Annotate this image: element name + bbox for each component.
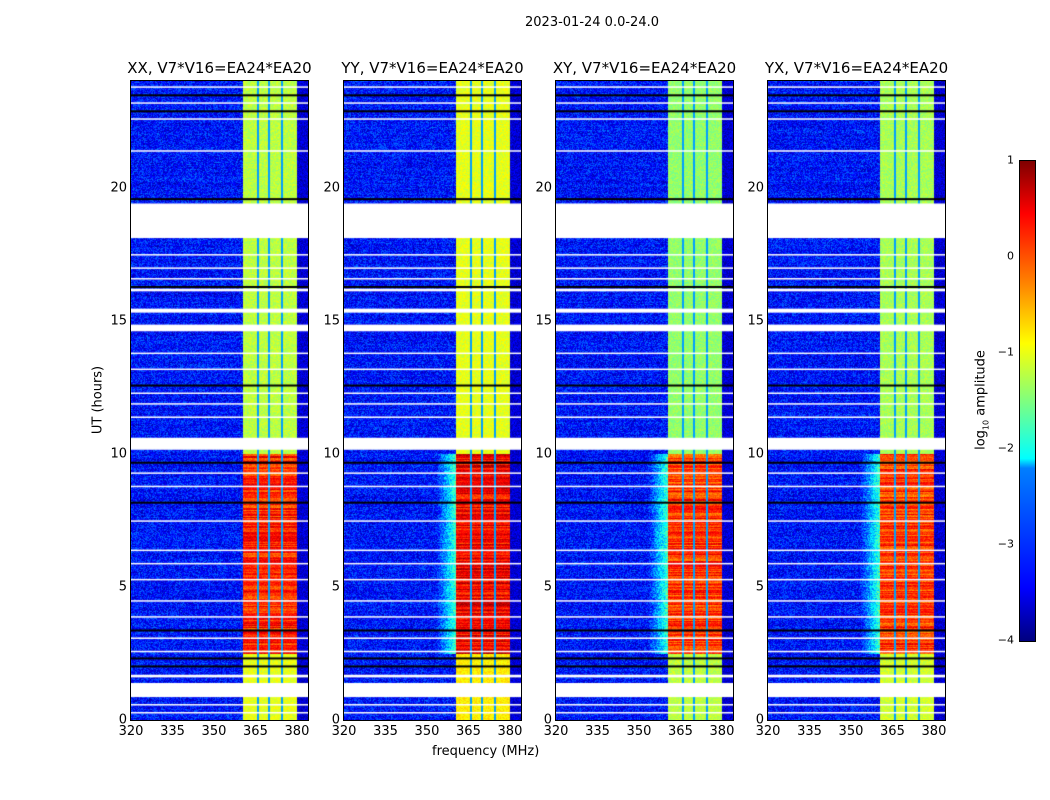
x-tick-label: 350 [414,724,440,739]
colorbar-label: log10 amplitude [974,350,991,450]
y-tick-label: 0 [118,712,127,728]
colorbar-tick-label: 0 [1007,249,1014,263]
figure-title: 2023-01-24 0.0-24.0 [525,15,659,30]
y-tick-label: 5 [331,579,340,595]
y-tick-label: 15 [747,313,764,329]
x-tick-label: 380 [284,724,310,739]
x-tick-label: 380 [921,724,947,739]
y-tick-label: 15 [323,313,340,329]
heatmap-image [556,81,733,720]
colorbar [1019,160,1036,642]
y-tick-label: 0 [755,712,764,728]
y-tick-label: 5 [118,579,127,595]
y-tick-label: 5 [755,579,764,595]
y-tick-label: 15 [535,313,552,329]
x-tick-label: 350 [201,724,227,739]
panel-title: XX, V7*V16=EA24*EA20 [127,59,312,77]
panel-title: XY, V7*V16=EA24*EA20 [552,59,737,77]
y-tick-label: 10 [535,446,552,462]
x-tick-label: 350 [838,724,864,739]
x-tick-label: 320 [331,724,357,739]
panel-title: YY, V7*V16=EA24*EA20 [341,59,524,77]
heatmap-panel-0 [130,80,309,721]
heatmap-panel-2 [555,80,734,721]
x-tick-label: 335 [797,724,822,739]
y-tick-label: 10 [323,446,340,462]
heatmap-panel-1 [343,80,522,721]
y-axis-label: UT (hours) [90,365,106,435]
colorbar-tick-label: −4 [997,633,1014,647]
y-tick-label: 5 [543,579,552,595]
y-tick-label: 20 [110,180,127,195]
x-tick-label: 320 [118,724,144,739]
y-tick-label: 15 [110,313,127,329]
colorbar-tick-label: −2 [997,441,1014,455]
heatmap-image [131,81,308,720]
colorbar-label-sub: 10 [981,419,991,431]
x-tick-label: 320 [543,724,569,739]
y-tick-label: 10 [110,446,127,462]
x-tick-label: 380 [709,724,735,739]
colorbar-tick-label: −1 [997,345,1014,359]
colorbar-tick-label: 1 [1007,153,1014,167]
y-tick-label: 10 [747,446,764,462]
panel-title: YX, V7*V16=EA24*EA20 [764,59,949,77]
colorbar-label-rest: amplitude [973,350,989,420]
heatmap-image [344,81,521,720]
x-tick-label: 365 [243,724,268,739]
y-tick-label: 20 [535,180,552,195]
x-tick-label: 350 [626,724,652,739]
x-tick-label: 380 [497,724,523,739]
x-tick-label: 335 [585,724,610,739]
x-tick-label: 365 [880,724,905,739]
y-tick-label: 20 [323,180,340,195]
x-tick-label: 335 [373,724,398,739]
heatmap-panel-3 [767,80,946,721]
x-tick-label: 335 [160,724,185,739]
x-tick-label: 320 [755,724,781,739]
x-tick-label: 365 [668,724,693,739]
y-tick-label: 0 [543,712,552,728]
heatmap-image [768,81,945,720]
y-tick-label: 0 [331,712,340,728]
x-axis-label: frequency (MHz) [432,744,540,759]
colorbar-tick-label: −3 [997,537,1014,551]
y-tick-label: 20 [747,180,764,195]
x-tick-label: 365 [456,724,481,739]
colorbar-label-log: log [973,430,989,450]
